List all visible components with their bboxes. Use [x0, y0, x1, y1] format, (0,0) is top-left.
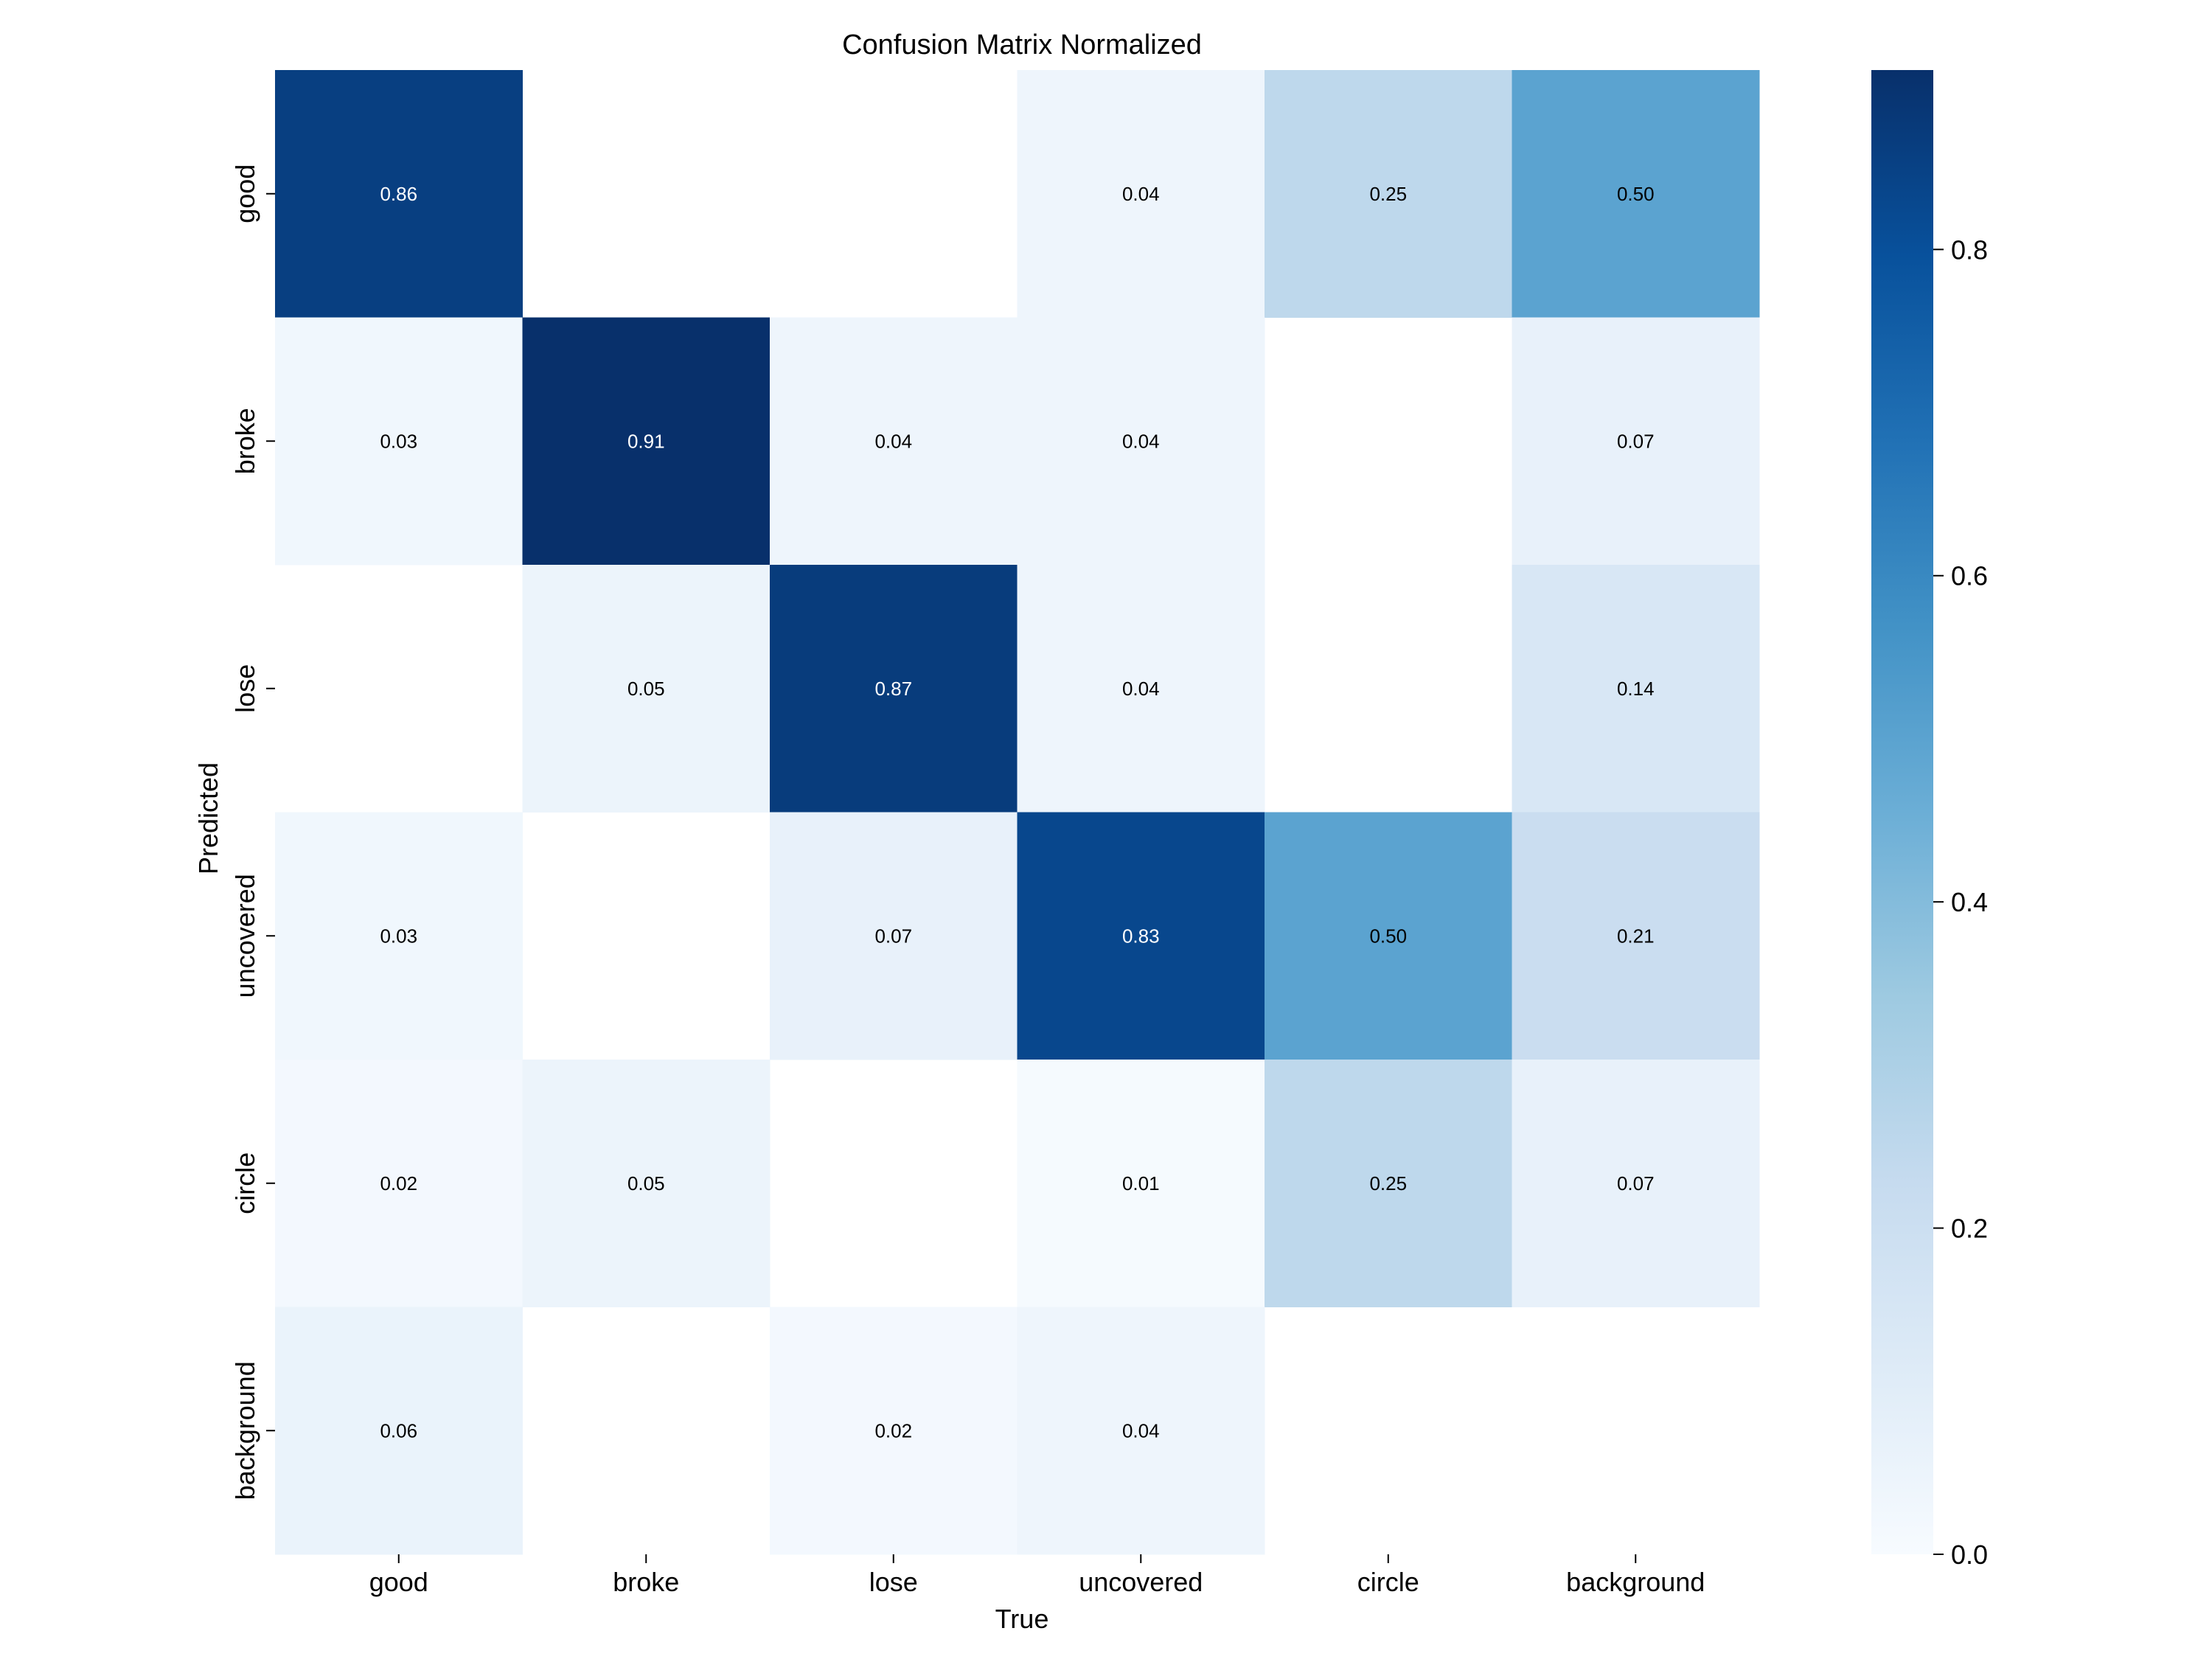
cell-value-label: 0.50 — [1369, 925, 1407, 947]
cell-value-label: 0.05 — [627, 678, 665, 700]
heatmap-cell — [275, 317, 523, 566]
cell-value-label: 0.03 — [380, 430, 417, 452]
cell-value-label: 0.25 — [1369, 1172, 1407, 1194]
cell-value-label: 0.86 — [380, 183, 417, 205]
y-axis-label: Predicted — [193, 762, 223, 874]
heatmap-cells: 0.86 0.04 0.25 0.50 0.03 0.91 0.04 0.04 0.07 0.05… — [275, 70, 1760, 1555]
cell-value-label: 0.07 — [1617, 1172, 1655, 1194]
heatmap-cell — [275, 70, 523, 318]
y-tick-label: broke — [230, 408, 260, 474]
cell-value-label: 0.14 — [1617, 678, 1655, 700]
cell-value-label: 0.83 — [1122, 925, 1160, 947]
y-axis-ticks: good broke lose uncovered circle background — [230, 164, 275, 1500]
cell-value-label: 0.04 — [1122, 183, 1160, 205]
cell-value-label: 0.04 — [1122, 678, 1160, 700]
heatmap-cell — [1017, 1307, 1265, 1555]
cell-value-label: 0.87 — [874, 678, 912, 700]
heatmap-cell — [275, 1307, 523, 1555]
x-axis-label: True — [995, 1604, 1049, 1634]
heatmap-cell — [770, 812, 1018, 1060]
heatmap-cell — [1512, 317, 1760, 566]
cell-value-label: 0.05 — [627, 1172, 665, 1194]
colorbar-ticks: 0.0 0.2 0.4 0.6 0.8 — [1933, 234, 1988, 1570]
x-tick-label: circle — [1357, 1567, 1419, 1597]
y-tick-label: lose — [230, 664, 260, 713]
heatmap-cell — [1265, 1060, 1512, 1307]
heatmap-cell — [1512, 70, 1760, 318]
colorbar-tick-label: 0.4 — [1951, 887, 1988, 917]
cell-value-label: 0.01 — [1122, 1172, 1160, 1194]
cell-value-label: 0.04 — [874, 430, 912, 452]
heatmap-cell — [1017, 317, 1265, 566]
colorbar-tick-label: 0.0 — [1951, 1540, 1988, 1570]
heatmap-cell — [275, 1060, 523, 1307]
heatmap-cell — [770, 1307, 1018, 1555]
cell-value-label: 0.02 — [380, 1172, 417, 1194]
x-tick-label: lose — [869, 1567, 918, 1597]
cell-value-label: 0.06 — [380, 1419, 417, 1441]
chart-title: Confusion Matrix Normalized — [842, 29, 1202, 60]
heatmap-cell — [522, 1060, 771, 1307]
heatmap-cell — [770, 317, 1018, 566]
y-tick-label: uncovered — [230, 874, 260, 998]
heatmap-cell — [1017, 812, 1265, 1060]
heatmap-cell — [1512, 565, 1760, 813]
x-tick-label: background — [1566, 1567, 1705, 1597]
x-tick-label: broke — [613, 1567, 679, 1597]
cell-value-label: 0.21 — [1617, 925, 1655, 947]
cell-value-label: 0.91 — [627, 430, 665, 452]
colorbar-tick-label: 0.8 — [1951, 234, 1988, 265]
heatmap-cell — [1265, 812, 1512, 1060]
cell-value-label: 0.07 — [874, 925, 912, 947]
heatmap-cell — [1017, 70, 1265, 318]
x-axis-ticks: good broke lose uncovered circle background — [369, 1554, 1705, 1597]
cell-value-label: 0.03 — [380, 925, 417, 947]
y-tick-label: background — [230, 1361, 260, 1500]
heatmap-cell — [1265, 70, 1512, 318]
colorbar-tick-label: 0.6 — [1951, 561, 1988, 591]
x-tick-label: uncovered — [1079, 1567, 1203, 1597]
cell-value-label: 0.02 — [874, 1419, 912, 1441]
cell-value-label: 0.25 — [1369, 183, 1407, 205]
heatmap-cell — [275, 812, 523, 1060]
heatmap-cell — [1512, 1060, 1760, 1307]
cell-value-label: 0.07 — [1617, 430, 1655, 452]
cell-value-label: 0.04 — [1122, 1419, 1160, 1441]
y-tick-label: good — [230, 164, 260, 223]
x-tick-label: good — [369, 1567, 428, 1597]
heatmap-cell — [1512, 812, 1760, 1060]
heatmap-cell — [522, 317, 771, 566]
y-tick-label: circle — [230, 1152, 260, 1214]
heatmap-cell — [770, 565, 1018, 813]
colorbar — [1871, 70, 1933, 1554]
cell-value-label: 0.50 — [1617, 183, 1655, 205]
cell-value-label: 0.04 — [1122, 430, 1160, 452]
heatmap-cell — [1017, 1060, 1265, 1307]
heatmap-cell — [522, 565, 771, 813]
heatmap-cell — [1017, 565, 1265, 813]
colorbar-tick-label: 0.2 — [1951, 1214, 1988, 1244]
